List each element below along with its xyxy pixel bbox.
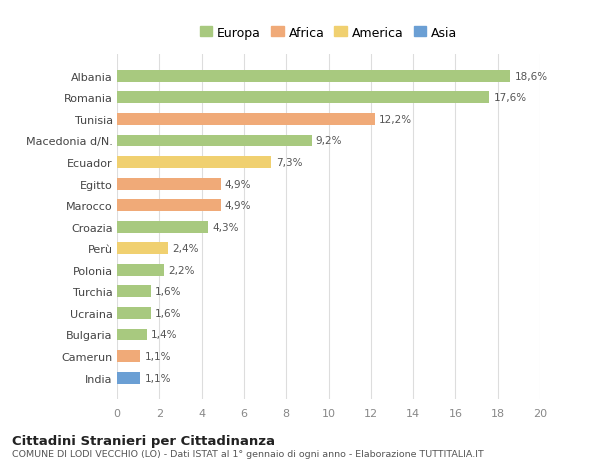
Bar bbox=[117, 92, 489, 104]
Text: 1,6%: 1,6% bbox=[155, 308, 182, 318]
Text: 4,9%: 4,9% bbox=[225, 179, 251, 189]
Bar bbox=[117, 329, 146, 341]
Bar bbox=[117, 286, 151, 297]
Text: 4,9%: 4,9% bbox=[225, 201, 251, 211]
Text: 2,4%: 2,4% bbox=[172, 244, 199, 254]
Text: 7,3%: 7,3% bbox=[275, 158, 302, 168]
Text: 1,1%: 1,1% bbox=[145, 373, 171, 383]
Bar bbox=[117, 308, 151, 319]
Legend: Europa, Africa, America, Asia: Europa, Africa, America, Asia bbox=[197, 24, 460, 42]
Text: 4,3%: 4,3% bbox=[212, 222, 239, 232]
Text: COMUNE DI LODI VECCHIO (LO) - Dati ISTAT al 1° gennaio di ogni anno - Elaborazio: COMUNE DI LODI VECCHIO (LO) - Dati ISTAT… bbox=[12, 449, 484, 458]
Text: 9,2%: 9,2% bbox=[316, 136, 343, 146]
Bar bbox=[117, 372, 140, 384]
Bar bbox=[117, 178, 221, 190]
Text: 18,6%: 18,6% bbox=[515, 72, 548, 82]
Text: 1,1%: 1,1% bbox=[145, 351, 171, 361]
Text: 17,6%: 17,6% bbox=[493, 93, 527, 103]
Bar bbox=[117, 264, 164, 276]
Bar bbox=[117, 157, 271, 168]
Bar bbox=[117, 350, 140, 362]
Text: 1,6%: 1,6% bbox=[155, 287, 182, 297]
Text: 12,2%: 12,2% bbox=[379, 115, 412, 125]
Text: 2,2%: 2,2% bbox=[168, 265, 194, 275]
Bar bbox=[117, 221, 208, 233]
Bar bbox=[117, 114, 375, 126]
Bar bbox=[117, 135, 311, 147]
Bar bbox=[117, 243, 168, 255]
Bar bbox=[117, 200, 221, 212]
Text: Cittadini Stranieri per Cittadinanza: Cittadini Stranieri per Cittadinanza bbox=[12, 434, 275, 447]
Bar bbox=[117, 71, 511, 83]
Text: 1,4%: 1,4% bbox=[151, 330, 178, 340]
